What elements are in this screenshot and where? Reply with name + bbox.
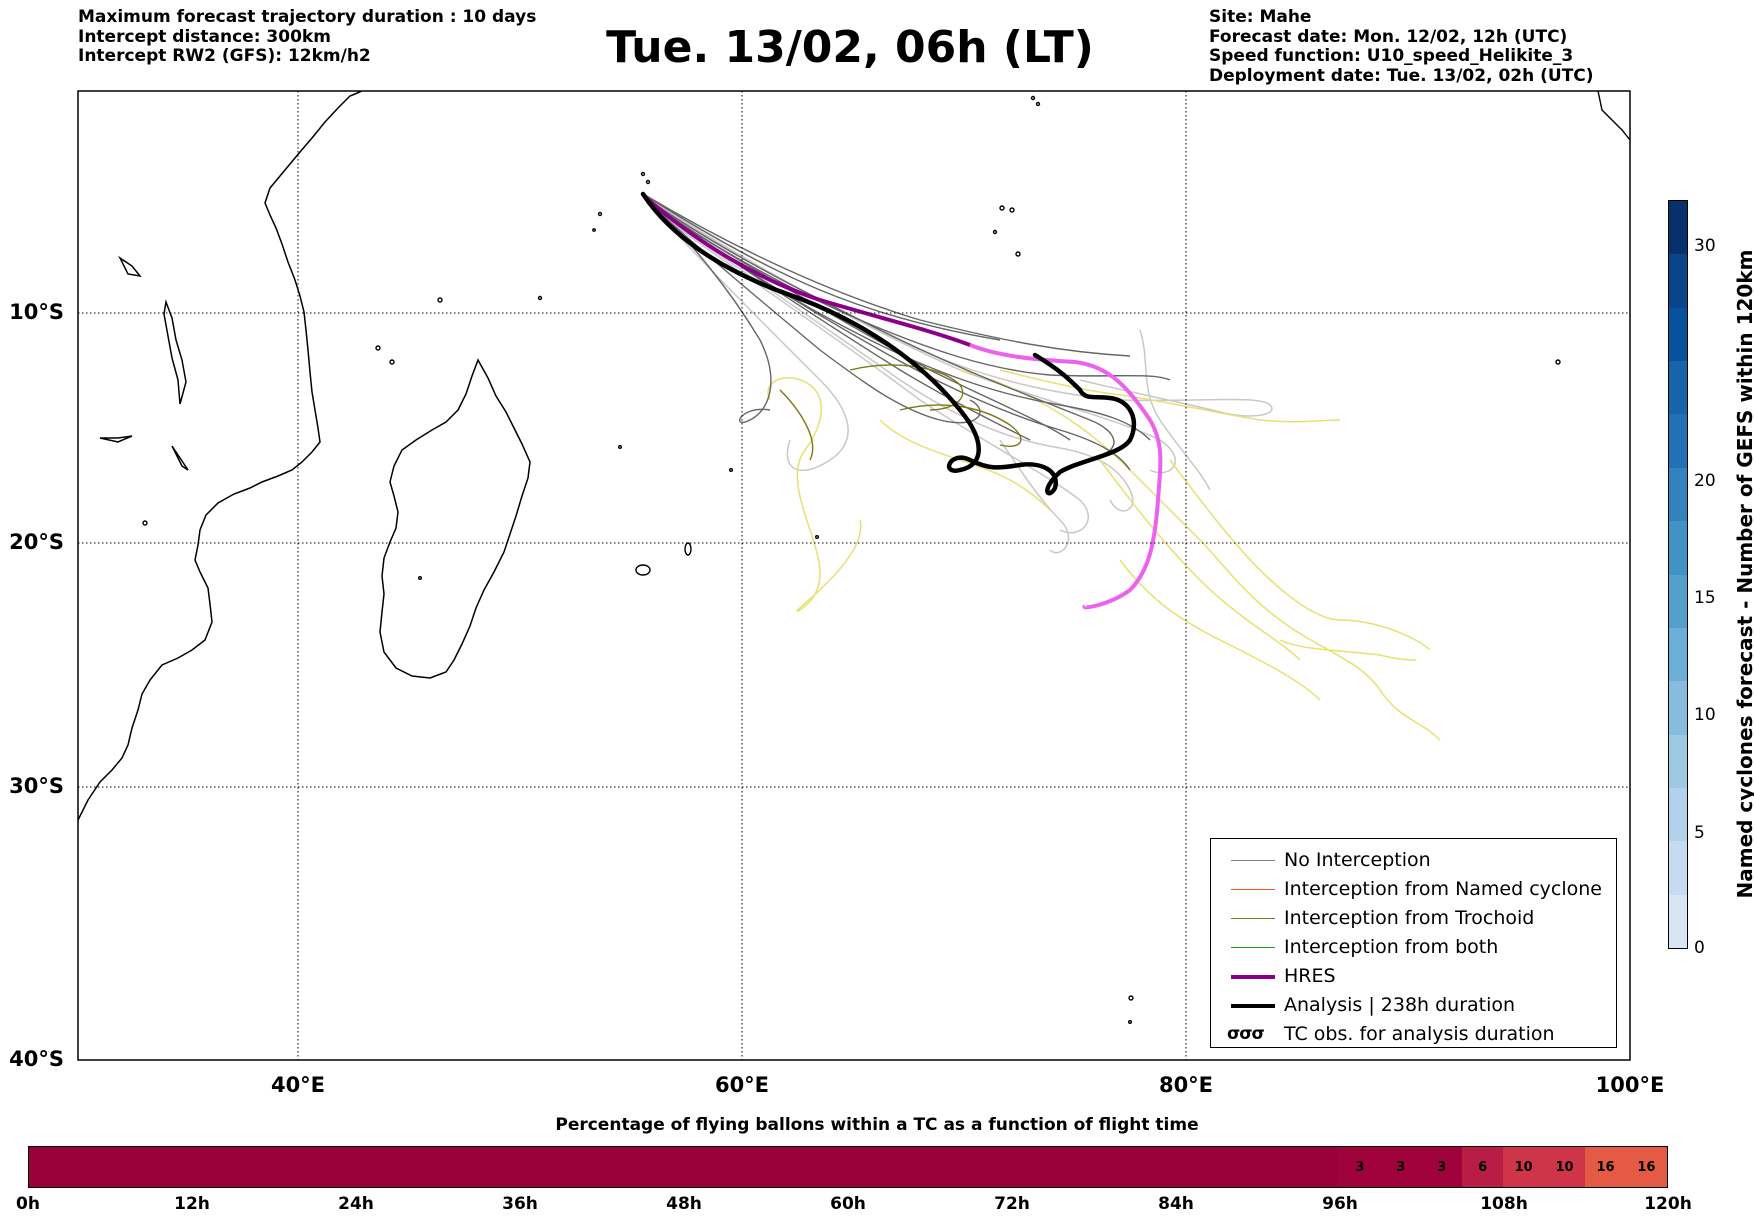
lon-label-60e: 60°E xyxy=(714,1073,770,1097)
legend-label-hres: HRES xyxy=(1284,965,1336,987)
legend-label-no-interception: No Interception xyxy=(1284,849,1431,871)
colorbar-tick-0: 0 xyxy=(1694,938,1705,958)
lon-label-80e: 80°E xyxy=(1158,1073,1214,1097)
yellow-tracks xyxy=(767,369,1441,741)
colorbar-tick-5: 5 xyxy=(1694,823,1705,843)
legend-item-hres: HRES xyxy=(1221,963,1611,991)
colorbar-band xyxy=(1669,841,1687,897)
colorbar-tick-30: 30 xyxy=(1694,236,1716,256)
legend-item-no-interception: No Interception xyxy=(1221,847,1611,875)
flight-bar-tick: 48h xyxy=(666,1194,702,1214)
legend-line-analysis xyxy=(1231,1004,1275,1008)
colorbar-band xyxy=(1669,254,1687,310)
madagascar xyxy=(379,358,531,679)
colorbar-tick-15: 15 xyxy=(1694,588,1716,608)
legend-label-analysis: Analysis | 238h duration xyxy=(1284,994,1516,1016)
flight-bar-segment: 3 xyxy=(1421,1147,1463,1187)
legend-label-named-cyclone: Interception from Named cyclone xyxy=(1284,878,1602,900)
legend-item-both: Interception from both xyxy=(1221,934,1611,962)
flight-time-bar: 3 3 3 6 10 10 16 16 xyxy=(28,1146,1668,1188)
africa-coastline xyxy=(78,91,363,821)
flight-bar-tick: 36h xyxy=(502,1194,538,1214)
colorbar-band xyxy=(1669,361,1687,416)
hres-track xyxy=(643,195,971,347)
legend-item-named-cyclone: Interception from Named cyclone xyxy=(1221,876,1611,904)
flight-bar-tick: 24h xyxy=(338,1194,374,1214)
colorbar-band xyxy=(1669,201,1687,256)
legend-item-analysis: Analysis | 238h duration xyxy=(1221,992,1611,1020)
flight-bar-segment: 10 xyxy=(1544,1147,1586,1187)
header-deployment-date: Deployment date: Tue. 13/02, 02h (UTC) xyxy=(1209,65,1594,86)
colorbar-band xyxy=(1669,894,1687,948)
flight-bar-segment: 6 xyxy=(1462,1147,1504,1187)
colorbar-band xyxy=(1669,467,1687,523)
header-intercept-distance: Intercept distance: 300km xyxy=(78,26,331,47)
colorbar-tick-10: 10 xyxy=(1694,705,1716,725)
header-forecast-date: Forecast date: Mon. 12/02, 12h (UTC) xyxy=(1209,26,1568,47)
light-grey-tracks xyxy=(644,195,1273,554)
legend-item-tc-obs: σσσ TC obs. for analysis duration xyxy=(1221,1021,1611,1049)
flight-bar-segment: 16 xyxy=(1625,1147,1667,1187)
header-speed-function: Speed function: U10_speed_Helikite_3 xyxy=(1209,46,1574,66)
header-intercept-rw2: Intercept RW2 (GFS): 12km/h2 xyxy=(78,46,371,66)
trochoid-tracks xyxy=(779,364,1022,461)
legend-line-trochoid xyxy=(1231,918,1275,919)
header-site: Site: Mahe xyxy=(1209,7,1312,27)
colorbar-band xyxy=(1669,734,1687,790)
legend-label-both: Interception from both xyxy=(1284,936,1499,958)
lon-label-100e: 100°E xyxy=(1595,1073,1665,1097)
analysis-track xyxy=(640,191,1137,496)
legend-item-trochoid: Interception from Trochoid xyxy=(1221,905,1611,933)
colorbar-band xyxy=(1669,307,1687,363)
hres-track-late xyxy=(969,343,1163,610)
flight-bar-segment xyxy=(29,1147,1340,1187)
cyclone-colorbar xyxy=(1668,200,1688,949)
colorbar-band xyxy=(1669,627,1687,683)
header-info-left: Maximum forecast trajectory duration : 1… xyxy=(78,7,537,67)
flight-bar-tick: 84h xyxy=(1158,1194,1194,1214)
flight-bar-tick: 108h xyxy=(1480,1194,1528,1214)
flight-bar-tick: 12h xyxy=(174,1194,210,1214)
flight-bar-tick: 60h xyxy=(830,1194,866,1214)
tc-obs-symbol-icon: σσσ xyxy=(1227,1024,1265,1044)
flight-bar-tick: 96h xyxy=(1322,1194,1358,1214)
african-lakes xyxy=(99,255,189,471)
flight-bar-tick: 120h xyxy=(1644,1194,1692,1214)
flight-bar-segment: 10 xyxy=(1503,1147,1545,1187)
flight-bar-segment: 16 xyxy=(1585,1147,1626,1187)
colorbar-band xyxy=(1669,574,1687,630)
colorbar-label: Named cyclones forecast - Number of GEFS… xyxy=(1733,249,1754,899)
colorbar-band xyxy=(1669,414,1687,470)
header-duration: Maximum forecast trajectory duration : 1… xyxy=(78,7,537,27)
grey-tracks xyxy=(642,194,1171,471)
legend-line-named-cyclone xyxy=(1231,889,1275,890)
colorbar-band xyxy=(1669,521,1687,576)
flight-bar-segment: 3 xyxy=(1339,1147,1381,1187)
lat-label-40s: 40°S xyxy=(9,1047,64,1071)
map-frame xyxy=(77,90,1631,1061)
lat-label-20s: 20°S xyxy=(9,530,64,554)
header-info-right: Site: Mahe Forecast date: Mon. 12/02, 12… xyxy=(1209,7,1594,86)
lat-label-10s: 10°S xyxy=(9,300,64,324)
legend-line-both xyxy=(1231,947,1275,948)
flight-bar-segment: 3 xyxy=(1380,1147,1422,1187)
legend-label-trochoid: Interception from Trochoid xyxy=(1284,907,1535,929)
colorbar-tick-20: 20 xyxy=(1694,471,1716,491)
page-title: Tue. 13/02, 06h (LT) xyxy=(606,22,1094,73)
lat-label-30s: 30°S xyxy=(9,774,64,798)
legend-line-hres xyxy=(1231,975,1275,979)
legend-line-no-interception xyxy=(1231,860,1275,861)
small-islands xyxy=(142,91,1630,1025)
colorbar-band xyxy=(1669,787,1687,843)
map-gridlines xyxy=(78,91,1630,1060)
legend-label-tc-obs: TC obs. for analysis duration xyxy=(1284,1023,1555,1045)
flight-bar-tick: 0h xyxy=(16,1194,40,1214)
flight-bar-title: Percentage of flying ballons within a TC… xyxy=(555,1115,1199,1135)
map-legend: No Interception Interception from Named … xyxy=(1210,838,1617,1048)
flight-bar-tick: 72h xyxy=(994,1194,1030,1214)
lon-label-40e: 40°E xyxy=(270,1073,326,1097)
colorbar-band xyxy=(1669,681,1687,737)
